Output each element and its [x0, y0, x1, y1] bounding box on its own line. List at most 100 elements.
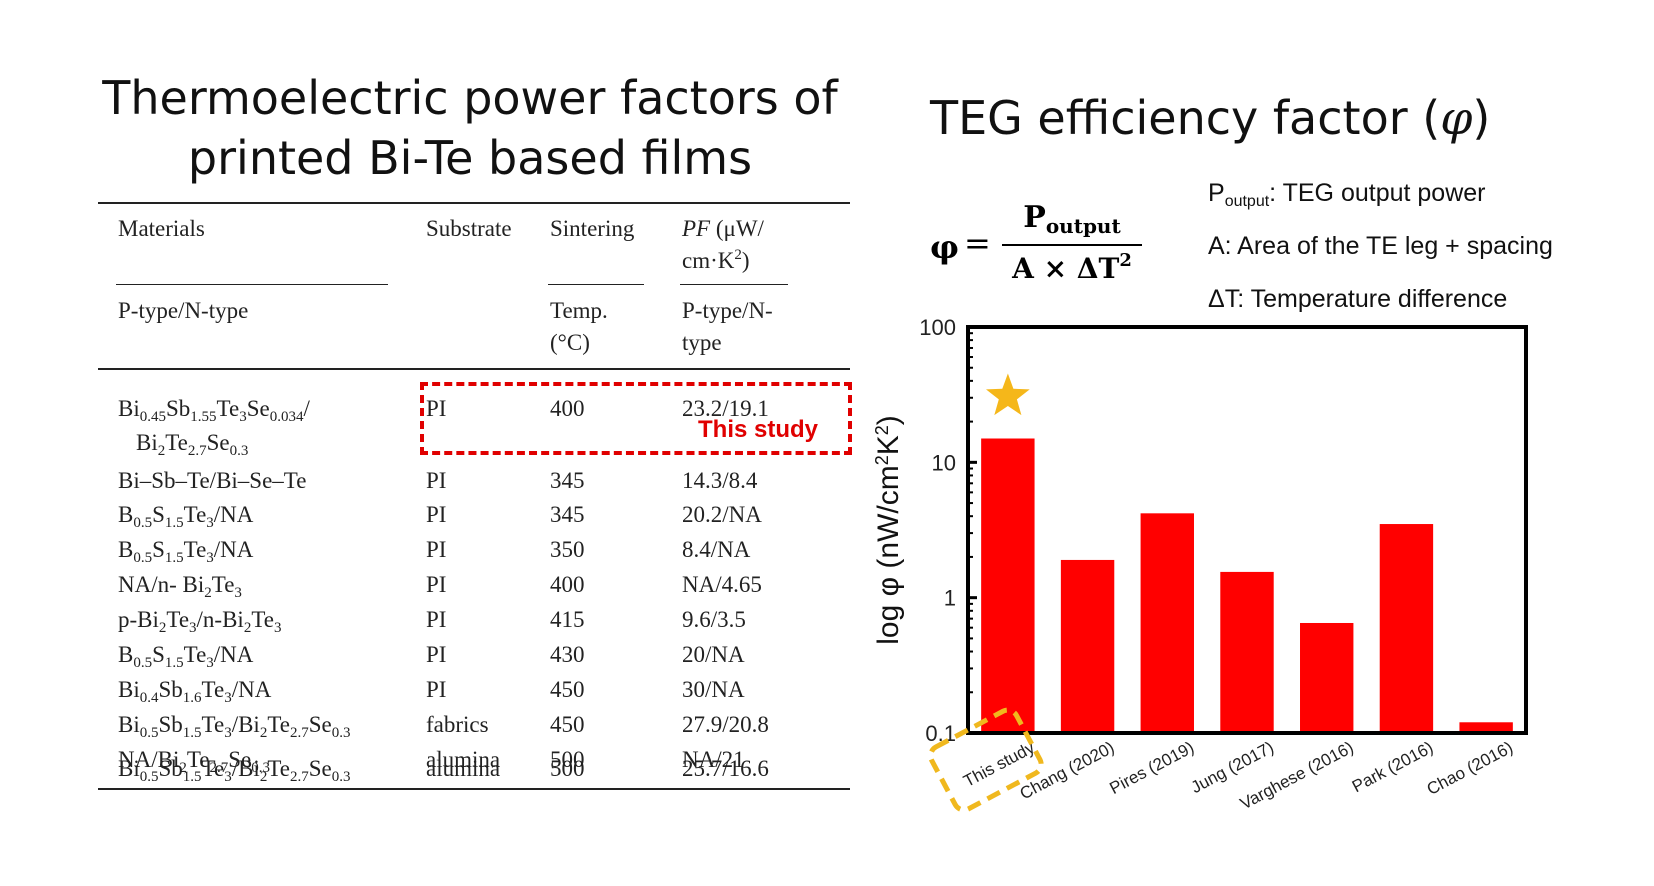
formula-fragment: 3: [224, 690, 232, 706]
formula-fragment: 2: [158, 620, 167, 636]
table-bottom-rule: [98, 788, 850, 790]
this-study-highlight-box: [420, 382, 852, 455]
table-cell-temp: 450: [550, 712, 585, 737]
formula-fraction-bar: [1002, 244, 1142, 246]
formula-equals: =: [964, 224, 991, 262]
formula-fragment: Te: [201, 677, 225, 702]
table-cell-material: Bi–Sb–Te/Bi–Se–Te: [118, 466, 306, 496]
table-cell-temp: 415: [550, 607, 585, 632]
formula-fragment: 0.5: [133, 550, 153, 566]
formula-phi: φ: [930, 228, 959, 266]
table-cell-material: NA/Bi2Te2.7Se0.3: [118, 745, 270, 776]
formula-fragment: Bi: [118, 712, 140, 737]
table-cell-temp: 350: [550, 537, 585, 562]
star-icon: [986, 373, 1030, 416]
formula-fragment: Te: [211, 572, 235, 597]
y-tick-label: 10: [932, 450, 956, 475]
formula-fragment: 0.5: [133, 515, 153, 531]
left-title-line-2: printed Bi-Te based films: [187, 131, 753, 185]
formula-fragment: 1.55: [190, 409, 217, 425]
y-axis-label-part: ): [872, 415, 905, 425]
formula-fragment: 3: [273, 620, 282, 636]
formula-fragment: S: [152, 537, 165, 562]
table-cell-pf: NA/21: [682, 747, 745, 772]
right-slide-title: TEG efficiency factor (φ): [930, 88, 1530, 148]
y-axis-label-part: 2: [872, 455, 892, 465]
formula-fragment: 0.5: [139, 725, 159, 741]
formula-fragment: 0.3: [331, 725, 351, 741]
table-cell-pf: 23.2/19.1: [682, 396, 769, 421]
formula-fragment: Se: [206, 430, 230, 455]
formula-fragment: 2.7: [187, 443, 207, 459]
table-cell-material: B0.5S1.5Te3/NA: [118, 535, 253, 566]
formula-fragment: p-Bi: [118, 607, 159, 632]
header-temp: Temp.: [550, 298, 608, 323]
formula-fragment: 1.5: [182, 725, 202, 741]
formula-fragment: Te: [201, 712, 225, 737]
formula-fragment: S: [152, 642, 165, 667]
table-cell-temp: 400: [550, 396, 585, 421]
formula-fragment: 0.034: [269, 409, 304, 425]
header-pf-label: PF: [682, 216, 711, 241]
y-tick-label: 1: [944, 586, 956, 611]
formula-fragment: 3: [234, 585, 242, 601]
formula-definitions: Poutput: TEG output power A: Area of the…: [1208, 176, 1553, 335]
formula-fragment: 2: [259, 725, 268, 741]
formula-fragment: Bi: [118, 677, 140, 702]
table-cell-pf: NA/4.65: [682, 572, 762, 597]
header-pf-unit2-end: ): [741, 248, 750, 273]
table-cell-substrate: PI: [426, 502, 447, 527]
formula-fragment: 3: [189, 620, 197, 636]
formula-fragment: 3: [239, 409, 247, 425]
formula-fragment: 3: [224, 725, 232, 741]
formula-fragment: Se: [228, 747, 252, 772]
header-materials-sub: P-type/N-type: [118, 298, 249, 323]
table-cell-pf: 20/NA: [682, 642, 745, 667]
definition-p-sub: output: [1224, 193, 1270, 210]
formula-fragment: 0.3: [251, 760, 270, 776]
formula-fragment: Bi: [136, 430, 158, 455]
formula-fragment: NA/n- Bi: [118, 572, 205, 597]
bar-varghese-2016-: [1300, 622, 1354, 733]
table-cell-substrate: PI: [426, 396, 447, 421]
formula-fragment: /: [303, 396, 310, 421]
y-axis-label-part: log φ (nW/cm: [872, 465, 905, 644]
formula-fragment: B: [118, 537, 134, 562]
table-cell-material: B0.5S1.5Te3/NA: [118, 500, 254, 531]
rule-materials: [116, 284, 388, 285]
header-pf-unit-line2: cm·K2): [682, 246, 750, 276]
left-title-line-1: Thermoelectric power factors of: [102, 71, 838, 125]
header-pf-sub-1: P-type/N-: [682, 298, 773, 323]
table-cell-temp: 500: [550, 747, 585, 772]
formula-fragment: 2: [259, 769, 268, 785]
formula-fragment: /Bi: [231, 756, 260, 781]
formula-numerator-sub: output: [1045, 214, 1121, 238]
table-cell-substrate: PI: [426, 642, 447, 667]
formula-fragment: 2: [157, 443, 166, 459]
formula-fragment: 0.3: [331, 769, 351, 785]
table-cell-pf: 25.7/16.6: [682, 756, 769, 781]
formula-numerator: Poutput: [1002, 200, 1142, 238]
formula-fragment: Se: [246, 396, 270, 421]
formula-fragment: B: [118, 502, 134, 527]
bar-pires-2019-: [1140, 513, 1194, 733]
table-cell-temp: 345: [550, 502, 585, 527]
formula-fragment: 3: [206, 515, 214, 531]
formula-fragment: Se: [308, 756, 332, 781]
formula-denominator-sup: 2: [1119, 250, 1132, 271]
bar-chao-2016-: [1459, 722, 1513, 733]
formula-fragment: /NA: [213, 502, 254, 527]
definition-delta-t: ΔT: Temperature difference: [1208, 285, 1508, 313]
formula-fragment: /n-Bi: [196, 607, 244, 632]
y-axis-label: log φ (nW/cm2K2): [872, 415, 905, 645]
formula-fragment: Te: [165, 430, 188, 455]
formula-fragment: /NA: [231, 677, 272, 702]
formula-fragment: 0.5: [139, 769, 159, 785]
formula-fragment: 0.45: [139, 409, 166, 425]
formula-fragment: 2.7: [289, 725, 309, 741]
formula-fragment: Te: [216, 396, 240, 421]
formula-denominator: A × ΔT2: [1002, 250, 1142, 285]
formula-fragment: 0.4: [139, 690, 159, 706]
formula-fragment: Bi: [118, 756, 140, 781]
